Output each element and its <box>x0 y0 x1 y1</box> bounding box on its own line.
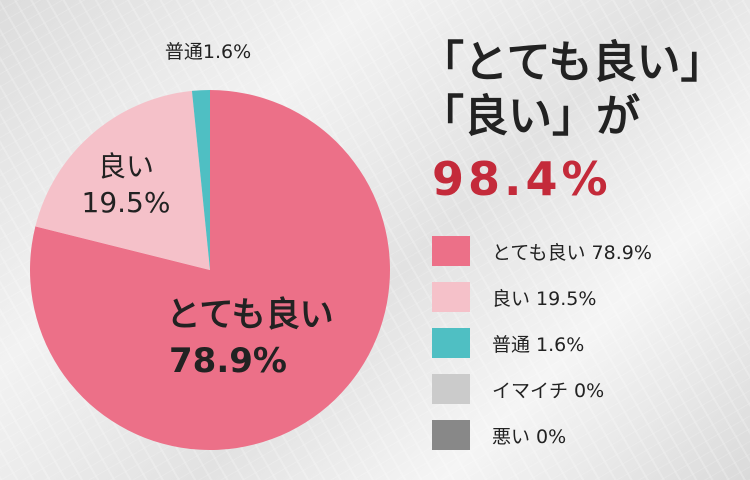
legend-label: 悪い 0% <box>492 425 567 448</box>
legend-swatch <box>432 420 470 450</box>
legend-item-average: 普通 1.6% <box>432 328 652 358</box>
headline: 「とても良い」 「良い」が <box>420 36 724 144</box>
slice-label-3: 普通1.6% <box>165 41 251 63</box>
headline-line-2: 「良い」が <box>420 91 640 142</box>
legend-item-very-good: とても良い 78.9% <box>432 236 652 266</box>
legend-swatch <box>432 236 470 266</box>
slice-label-1: とても良い <box>166 295 333 335</box>
headline-total-percentage: 98.4% <box>432 152 612 206</box>
chart-legend: とても良い 78.9% 良い 19.5% 普通 1.6% イマイチ 0% 悪い … <box>432 236 652 466</box>
legend-label: 良い 19.5% <box>492 287 597 310</box>
slice-label-2: 良い <box>98 150 154 183</box>
pie-slice-1 <box>29 90 390 450</box>
legend-swatch <box>432 328 470 358</box>
pie-slice-3 <box>191 90 210 270</box>
legend-label: とても良い 78.9% <box>492 241 652 264</box>
legend-item-good: 良い 19.5% <box>432 282 652 312</box>
pie-slice-2 <box>35 90 210 270</box>
legend-label: 普通 1.6% <box>492 333 585 356</box>
legend-item-bad: 悪い 0% <box>432 420 652 450</box>
legend-label: イマイチ 0% <box>492 379 605 402</box>
headline-line-1: 「とても良い」 <box>420 37 725 88</box>
legend-item-not-so-good: イマイチ 0% <box>432 374 652 404</box>
slice-value-label-1: 78.9% <box>169 341 287 381</box>
slice-value-label-2: 19.5% <box>82 186 171 219</box>
legend-swatch <box>432 374 470 404</box>
legend-swatch <box>432 282 470 312</box>
